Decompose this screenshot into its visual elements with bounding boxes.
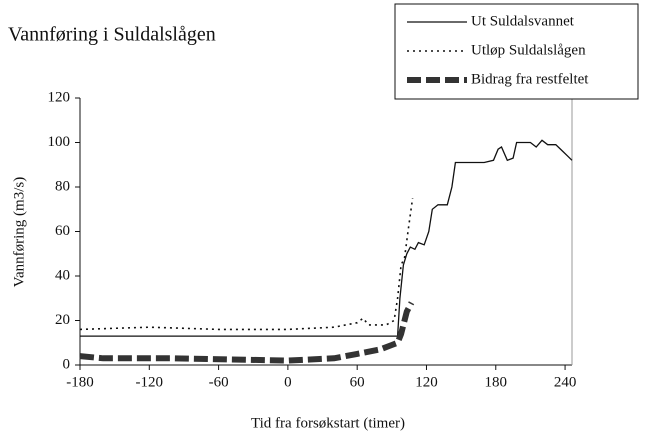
series-line <box>79 301 415 364</box>
x-tick-label: 0 <box>284 374 292 390</box>
y-tick-label: 0 <box>63 356 71 372</box>
legend-label: Ut Suldalsvannet <box>471 13 575 29</box>
y-tick-label: 40 <box>55 267 70 283</box>
x-tick-label: 120 <box>415 374 438 390</box>
x-tick-label: -60 <box>209 374 229 390</box>
x-tick-label: 60 <box>350 374 365 390</box>
y-tick-label: 100 <box>48 134 71 150</box>
y-axis-label: Vannføring (m3/s) <box>11 177 27 287</box>
y-tick-label: 120 <box>48 89 71 105</box>
legend-label: Utløp Suldalslågen <box>471 42 586 58</box>
series-line <box>79 197 414 331</box>
y-tick-label: 20 <box>55 312 70 328</box>
x-tick-label: 180 <box>485 374 508 390</box>
y-tick-label: 60 <box>55 223 70 239</box>
series-line <box>80 139 573 337</box>
x-tick-label: -180 <box>66 374 94 390</box>
x-tick-label: 240 <box>554 374 577 390</box>
chart-title: Vannføring i Suldalslågen <box>8 24 216 46</box>
y-tick-label: 80 <box>55 178 70 194</box>
x-tick-label: -120 <box>136 374 164 390</box>
x-axis-label: Tid fra forsøkstart (timer) <box>251 415 405 431</box>
legend-label: Bidrag fra restfeltet <box>471 71 589 87</box>
legend-box <box>394 3 639 100</box>
